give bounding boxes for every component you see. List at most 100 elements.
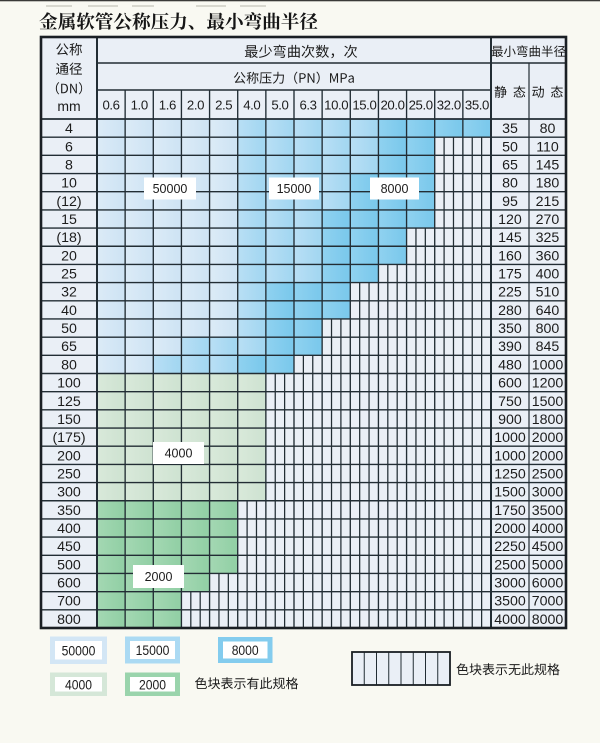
svg-text:640: 640 [536,303,560,319]
svg-text:5.0: 5.0 [271,98,288,113]
svg-text:1200: 1200 [532,376,564,392]
svg-text:50: 50 [61,321,77,337]
svg-text:50: 50 [502,139,518,155]
svg-text:350: 350 [498,321,522,337]
svg-text:15.0: 15.0 [352,98,376,113]
svg-text:400: 400 [536,267,560,283]
svg-text:0.6: 0.6 [102,98,119,113]
svg-text:2000: 2000 [494,521,526,537]
svg-text:mm: mm [57,98,80,114]
svg-text:4: 4 [65,121,73,137]
svg-text:700: 700 [57,594,81,610]
svg-text:600: 600 [498,376,522,392]
svg-text:180: 180 [536,176,560,192]
svg-text:15: 15 [61,212,77,228]
svg-text:1.0: 1.0 [131,98,148,113]
svg-text:3000: 3000 [494,576,526,592]
svg-text:845: 845 [536,339,560,355]
svg-text:80: 80 [502,176,518,192]
svg-text:50000: 50000 [62,644,96,659]
svg-text:1000: 1000 [532,357,564,373]
svg-text:32.0: 32.0 [437,98,461,113]
svg-text:6: 6 [65,139,73,155]
svg-text:175: 175 [498,267,522,283]
svg-text:600: 600 [57,576,81,592]
svg-text:40: 40 [61,303,77,319]
svg-text:1500: 1500 [494,485,526,501]
svg-text:250: 250 [57,466,81,482]
svg-text:2250: 2250 [494,539,526,555]
svg-text:200: 200 [57,448,81,464]
svg-text:480: 480 [498,357,522,373]
svg-text:3500: 3500 [494,594,526,610]
svg-text:35: 35 [502,121,518,137]
svg-text:10.0: 10.0 [324,98,348,113]
svg-text:65: 65 [502,157,518,173]
svg-text:1800: 1800 [532,412,564,428]
svg-text:2000: 2000 [532,430,564,446]
svg-text:2500: 2500 [494,557,526,573]
svg-text:(12): (12) [56,194,81,210]
svg-text:1000: 1000 [494,430,526,446]
svg-text:20.0: 20.0 [380,98,404,113]
svg-text:4000: 4000 [165,447,193,461]
svg-text:(175): (175) [52,430,85,446]
svg-text:750: 750 [498,394,522,410]
svg-text:50000: 50000 [153,182,188,196]
svg-text:900: 900 [498,412,522,428]
svg-text:400: 400 [57,521,81,537]
svg-text:6000: 6000 [532,576,564,592]
svg-text:25.0: 25.0 [409,98,433,113]
svg-text:100: 100 [57,376,81,392]
svg-text:4500: 4500 [532,539,564,555]
svg-text:2.0: 2.0 [187,98,204,113]
svg-text:360: 360 [536,248,560,264]
svg-text:32: 32 [61,285,77,301]
svg-text:300: 300 [57,485,81,501]
svg-text:500: 500 [57,557,81,573]
svg-text:8000: 8000 [532,612,564,628]
svg-text:2000: 2000 [145,570,173,584]
svg-text:325: 325 [536,230,560,246]
svg-text:4.0: 4.0 [243,98,260,113]
svg-text:1.6: 1.6 [159,98,176,113]
svg-text:145: 145 [536,157,560,173]
svg-text:145: 145 [498,230,522,246]
svg-text:8000: 8000 [232,643,259,658]
svg-text:80: 80 [540,121,556,137]
svg-text:3000: 3000 [532,485,564,501]
svg-text:20: 20 [61,248,77,264]
svg-text:10: 10 [61,176,77,192]
svg-text:(18): (18) [56,230,81,246]
svg-text:35.0: 35.0 [465,98,489,113]
svg-text:25: 25 [61,267,77,283]
svg-text:150: 150 [57,412,81,428]
svg-text:6.3: 6.3 [299,98,316,113]
svg-text:15000: 15000 [136,643,170,658]
svg-text:800: 800 [536,321,560,337]
svg-text:4000: 4000 [65,678,92,693]
svg-text:2000: 2000 [532,448,564,464]
svg-text:160: 160 [498,248,522,264]
svg-text:80: 80 [61,357,77,373]
svg-text:800: 800 [57,612,81,628]
svg-text:7000: 7000 [532,594,564,610]
svg-text:8000: 8000 [381,182,409,196]
svg-text:350: 350 [57,503,81,519]
svg-text:4000: 4000 [532,521,564,537]
svg-text:95: 95 [502,194,518,210]
svg-text:1250: 1250 [494,466,526,482]
svg-text:1500: 1500 [532,394,564,410]
svg-text:120: 120 [498,212,522,228]
svg-text:15000: 15000 [277,182,312,196]
svg-text:270: 270 [536,212,560,228]
svg-text:3500: 3500 [532,503,564,519]
svg-text:510: 510 [536,285,560,301]
svg-text:110: 110 [536,139,559,155]
svg-text:215: 215 [536,194,560,210]
svg-text:2000: 2000 [139,678,166,693]
svg-text:225: 225 [498,285,522,301]
svg-text:125: 125 [57,394,81,410]
svg-text:2500: 2500 [532,466,564,482]
svg-text:8: 8 [65,157,73,173]
